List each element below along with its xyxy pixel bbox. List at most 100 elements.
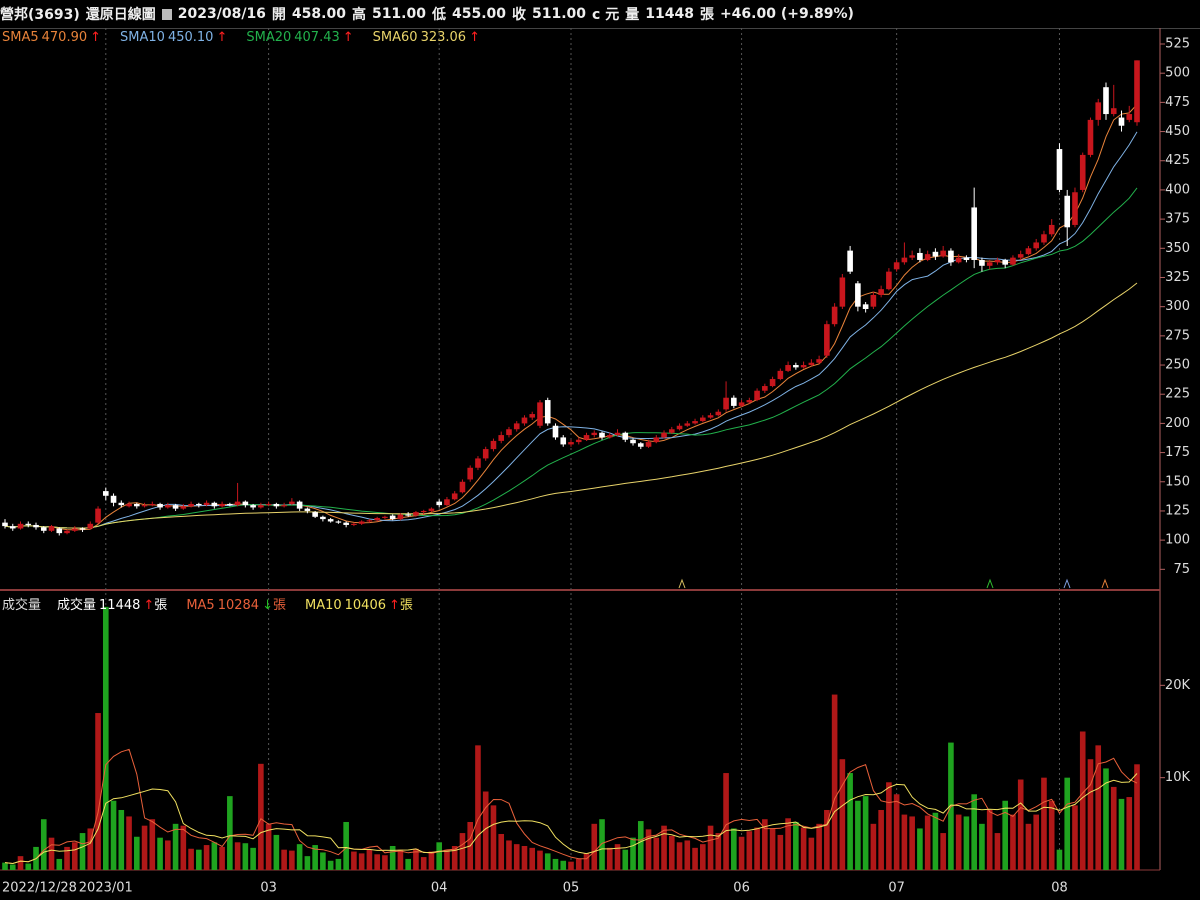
candle-body [1087, 119, 1094, 155]
candle-body [1095, 102, 1102, 120]
candle-body [653, 437, 660, 443]
x-tick-label: 08 [1051, 881, 1068, 896]
candle-body [490, 440, 497, 450]
volume-bar [1041, 777, 1047, 870]
candle-body [64, 530, 70, 534]
volume-bar [568, 861, 574, 870]
volume-bar [56, 858, 63, 870]
volume-bar [141, 825, 148, 870]
legend-name: SMA20 [246, 30, 292, 45]
volume-bar [746, 831, 753, 870]
candle-body [1134, 60, 1140, 123]
volume-bar [513, 844, 520, 870]
candle-body [769, 379, 776, 387]
volume-bar [281, 849, 287, 870]
volume-bar [273, 834, 280, 870]
candle-body [1064, 195, 1071, 228]
volume-bar [831, 694, 838, 870]
volume-bar [71, 842, 78, 870]
stock-name: 營邦(3693) [0, 7, 80, 23]
y-tick-label: 425 [1165, 153, 1190, 168]
volume-bar [676, 842, 683, 870]
candle-body [467, 467, 474, 480]
volume-bar [1110, 786, 1117, 870]
volume-bar [1134, 764, 1140, 870]
candle-body [234, 501, 241, 506]
volume-bar [157, 837, 163, 870]
candle-body [777, 370, 784, 380]
volume-bar [630, 837, 636, 870]
legend-item: SMA10 450.10 ↑ [120, 30, 230, 45]
volume-bar [707, 825, 714, 870]
volume-bar [475, 745, 481, 870]
candle-body [196, 503, 202, 506]
candle-body [986, 262, 993, 266]
legend-arrow: ↑ [469, 30, 480, 45]
candle-body [506, 429, 512, 436]
icon [161, 8, 172, 20]
y-tick-label: 350 [1165, 241, 1190, 256]
legend-value: 470.90 [41, 30, 88, 45]
candle-body [219, 503, 225, 507]
candle-body [762, 386, 768, 391]
candle-body [909, 255, 915, 258]
x-tick-label: 04 [431, 881, 448, 896]
legend-item: MA5 10284 ↓張 [186, 594, 289, 613]
candle-body [1056, 149, 1063, 190]
volume-bar [482, 791, 489, 870]
volume-bar [862, 796, 869, 870]
candle-body [475, 458, 481, 468]
candle-body [451, 493, 458, 500]
volume-bar [320, 852, 326, 870]
y-tick-label: 20K [1165, 678, 1191, 693]
candle-body [17, 523, 24, 529]
label: 低 [431, 7, 446, 23]
candle-body [715, 411, 722, 416]
candle-body [343, 522, 349, 525]
candle-body [126, 503, 132, 507]
candle-body [413, 512, 419, 516]
candle-body [428, 508, 435, 511]
legend-arrow: ↑ [216, 30, 228, 45]
candle-body [102, 491, 109, 496]
volume-bar [242, 843, 249, 870]
volume-bar [436, 842, 442, 870]
candle-body [389, 515, 396, 520]
legend-unit: 張 [154, 598, 168, 613]
candle-body [1079, 154, 1086, 190]
volume-bar [87, 828, 94, 870]
volume-bar [800, 827, 807, 870]
candle-body [932, 251, 939, 257]
x-tick-label: 06 [733, 881, 750, 896]
change: +46.00 (+9.89%) [719, 6, 854, 22]
candle-body [420, 510, 427, 513]
volume-bar [622, 849, 629, 870]
candle-body [320, 516, 326, 520]
candle-body [134, 503, 140, 507]
legend-item: SMA5 470.90 ↑ [2, 30, 104, 45]
volume-bar [769, 828, 776, 870]
legend-arrow: ↓ [262, 598, 273, 613]
legend-arrow: ↑ [143, 598, 155, 613]
volume-bar [1087, 759, 1094, 870]
volume-bar [134, 836, 140, 870]
volume-bar [870, 823, 877, 870]
volume-bar [1072, 805, 1078, 870]
volume-bar [986, 809, 993, 870]
volume-bar [506, 840, 512, 870]
volume-bar [327, 860, 334, 870]
candle-body [25, 523, 32, 525]
candle-body [1118, 117, 1125, 126]
legend-unit: 張 [399, 598, 413, 613]
volume-bar [994, 833, 1001, 870]
candle-body [537, 402, 543, 426]
candle-body [637, 443, 644, 447]
candle-body [847, 250, 853, 272]
candle-body [110, 495, 117, 503]
legend-name: 成交量 [57, 598, 97, 613]
volume-bar [723, 773, 729, 870]
candle-body [157, 503, 163, 508]
volume-bar [893, 794, 900, 870]
candle-body [544, 400, 551, 424]
candle-body [289, 501, 295, 504]
